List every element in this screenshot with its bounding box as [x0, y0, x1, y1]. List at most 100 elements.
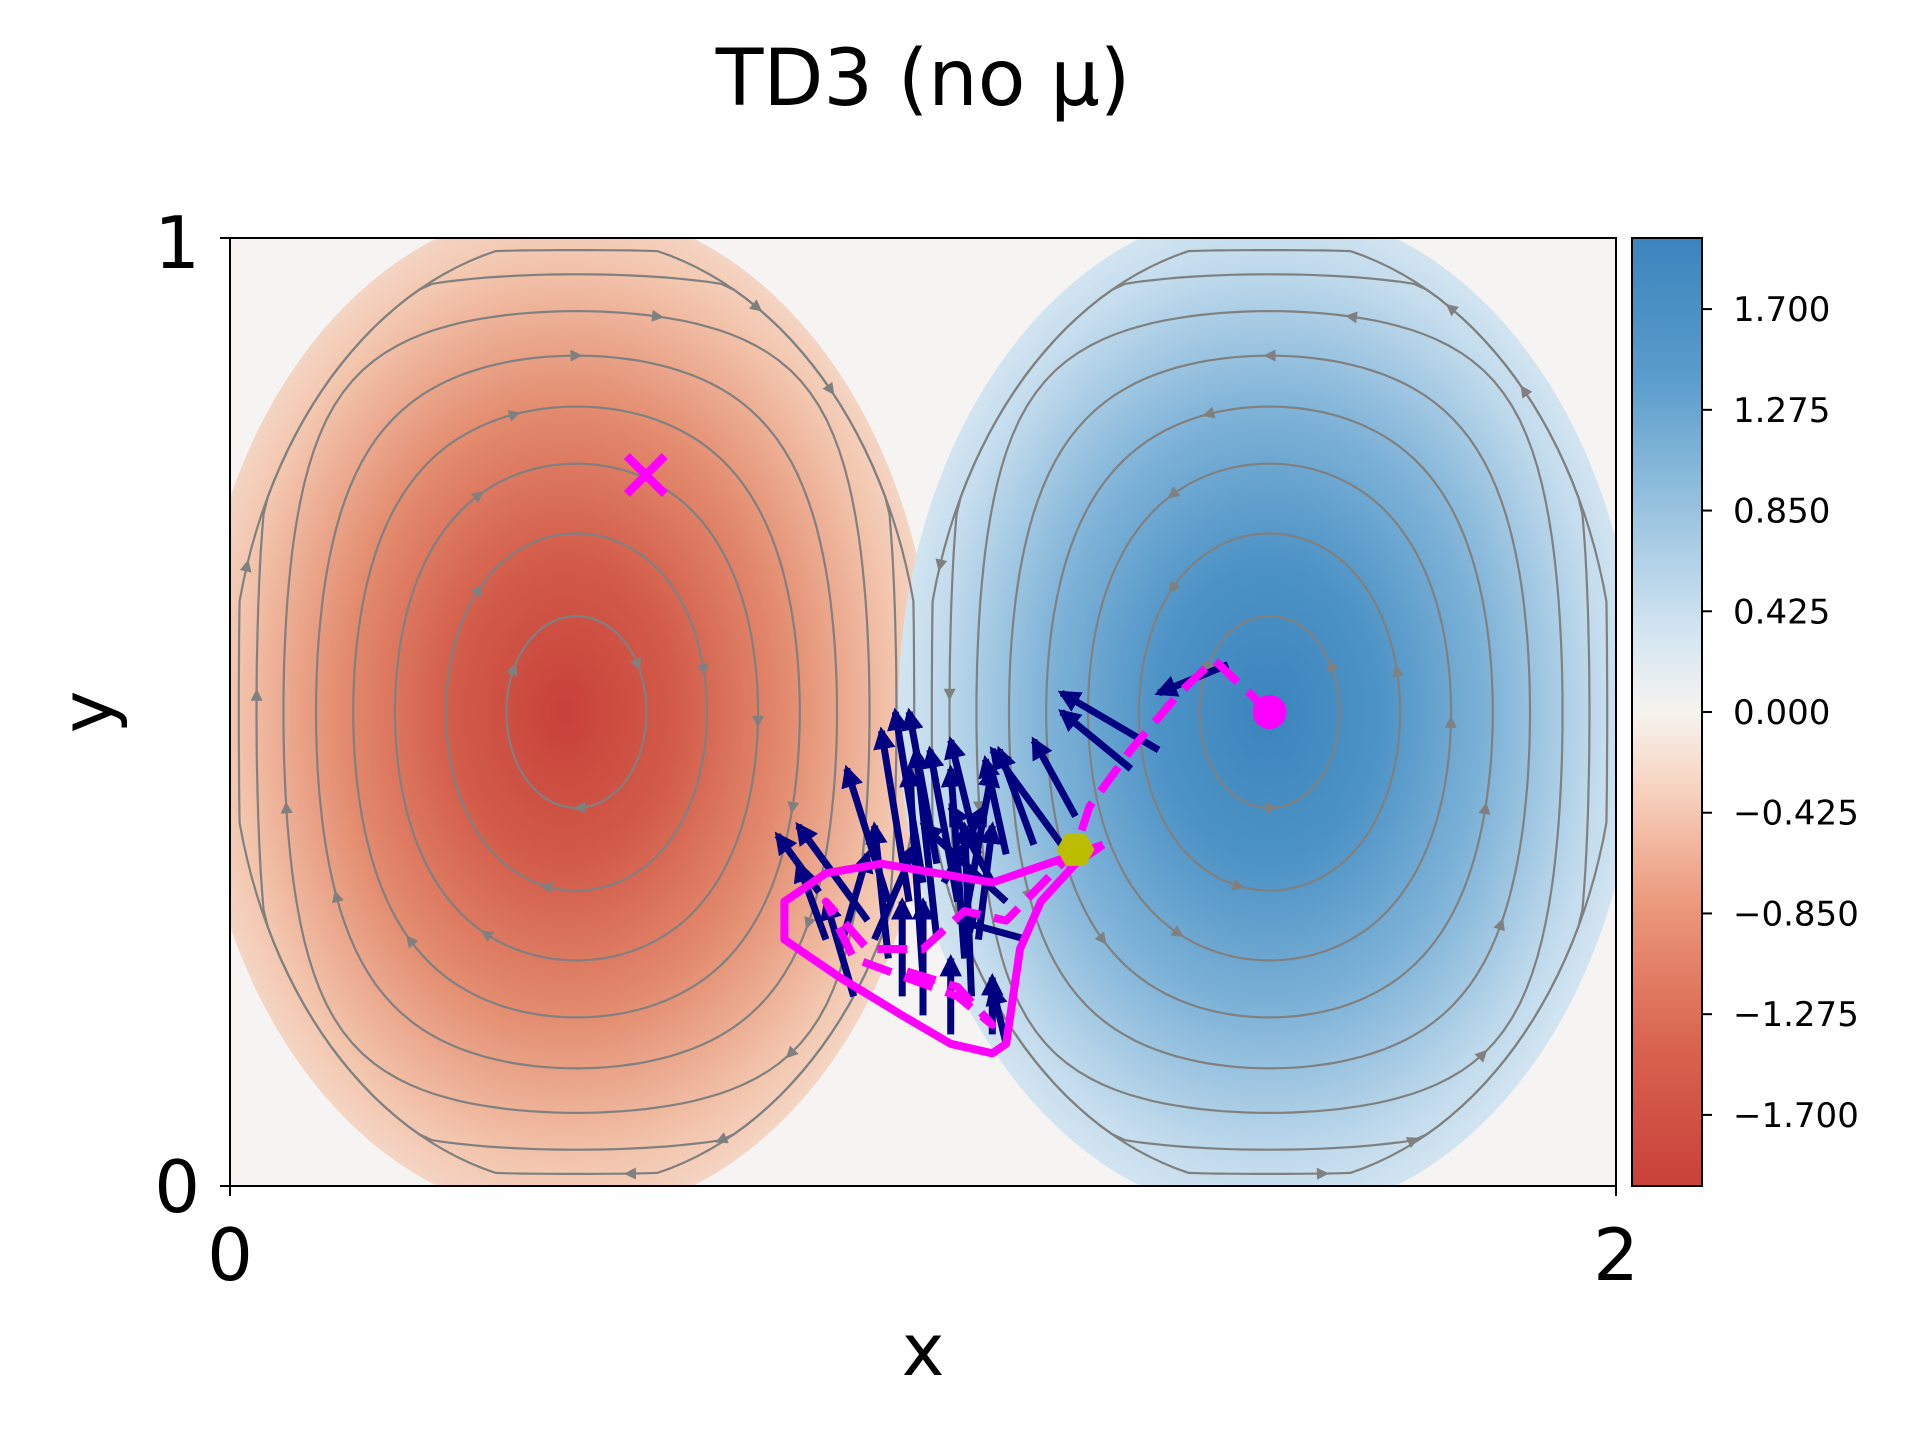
- streamline-arrow-g0-l2-1: [280, 801, 293, 814]
- streamline-arrow-g0-l1-2: [715, 1132, 729, 1144]
- streamline-arrow-g0-l7-2: [629, 657, 642, 671]
- streamline-gyre1-level3: [1007, 354, 1532, 1070]
- streamline-arrow-g0-l4-1: [406, 935, 419, 949]
- start-marker: [1252, 695, 1287, 729]
- streamline-arrow-g1-l5-2: [1444, 715, 1457, 728]
- streamline-arrow-g1-l2-0: [1345, 311, 1358, 324]
- streamline-arrow-g0-l4-2: [787, 801, 800, 814]
- streamline-arrow-g1-l7-2: [1327, 659, 1339, 673]
- streamline-arrow-g0-l7-1: [573, 801, 586, 814]
- checkpoint-marker: [1056, 833, 1095, 866]
- x-tick-label-0: 0: [207, 1213, 253, 1297]
- quiver-arrows: [774, 661, 1230, 1045]
- colorbar-tick-label-7: −1.275: [1733, 995, 1859, 1035]
- colorbar-tick-label-0: 1.700: [1733, 290, 1830, 330]
- streamline-arrow-g0-l6-0: [470, 583, 483, 598]
- streamline-arrow-g1-l3-0: [1263, 349, 1276, 362]
- streamline-arrow-g1-l7-1: [1265, 802, 1279, 815]
- streamline-arrow-g0-l3-0: [570, 349, 583, 362]
- axes-frame: [229, 237, 1617, 1187]
- streamline-gyre1-level4: [1045, 405, 1494, 1019]
- streamline-gyre1-level2: [975, 309, 1564, 1115]
- negative-vortex-field: [230, 238, 935, 1186]
- quiver-arrow-34: [961, 764, 1001, 922]
- colorbar-ticks: 1.700 1.275 0.850 0.425 0.000 −0.425 −0.850 −1.…: [1702, 290, 1859, 1136]
- x-tick-label-2: 2: [1593, 1213, 1639, 1297]
- streamline-arrow-g0-l6-2: [696, 663, 709, 677]
- envelope-line: [780, 840, 1106, 1058]
- plot-area: [230, 238, 1616, 1186]
- streamline-arrow-g0-l1-0: [749, 299, 763, 312]
- markers: [623, 453, 1287, 866]
- trajectory-line: [822, 655, 1273, 1029]
- colorbar-gradient: [1631, 237, 1703, 1187]
- streamline-gyre0-level2: [282, 309, 871, 1115]
- streamline-arrow-g0-l2-0: [651, 309, 664, 322]
- x-axis-label: x: [902, 1308, 945, 1392]
- quiver-arrow-2: [1058, 709, 1134, 772]
- streamline-arrow-g1-l1-1: [943, 688, 956, 701]
- colorbar-tick-label-8: −1.700: [1733, 1096, 1859, 1136]
- streamline-arrow-g1-l4-1: [1094, 931, 1107, 945]
- quiver-arrow-19: [865, 821, 892, 959]
- streamline-gyre0-level3: [314, 354, 839, 1070]
- trajectory: [780, 655, 1273, 1058]
- colorbar-tick-label-4: 0.000: [1733, 693, 1830, 733]
- streamline-arrow-g0-l3-2: [804, 916, 816, 930]
- streamline-arrow-g0-l5-2: [751, 715, 764, 728]
- streamline-arrow-g0-l7-0: [506, 662, 518, 677]
- streamline-arrow-g0-l0-1: [239, 559, 252, 573]
- streamline-arrow-g0-l5-0: [470, 491, 484, 504]
- chart-title: TD3 (no μ): [715, 34, 1131, 124]
- streamline-arrow-g1-l5-1: [1170, 925, 1184, 937]
- streamline-gyre1-level7: [1198, 615, 1341, 809]
- streamline-arrow-g1-l5-0: [1167, 486, 1181, 499]
- target-marker: [623, 453, 668, 497]
- colorbar: 1.700 1.275 0.850 0.425 0.000 −0.425 −0.850 −1.…: [1631, 237, 1859, 1187]
- streamline-arrow-g0-l6-1: [540, 881, 554, 894]
- streamline-arrow-g1-l4-2: [1478, 802, 1491, 815]
- streamline-arrow-g1-l1-2: [1405, 1137, 1420, 1149]
- quiver-arrow-18: [793, 859, 830, 941]
- quiver-arrow-3: [1030, 736, 1079, 818]
- colorbar-tick-label-5: −0.425: [1733, 794, 1859, 834]
- streamlines: [237, 249, 1609, 1175]
- streamline-arrow-g1-l6-1: [1231, 878, 1245, 891]
- streamline-arrow-g1-l3-2: [1493, 918, 1505, 932]
- streamline-arrow-g0-l3-1: [332, 890, 344, 904]
- streamline-arrow-g1-l2-2: [1474, 1049, 1488, 1063]
- x-axis: 0 2 x: [207, 1186, 1639, 1392]
- streamline-arrow-g1-l0-1: [935, 558, 948, 572]
- y-tick-label-1: 1: [154, 201, 200, 285]
- streamline-arrow-g1-l6-2: [1391, 664, 1404, 678]
- y-axis-label: y: [45, 691, 129, 734]
- streamline-arrow-g1-l4-0: [1202, 406, 1216, 419]
- streamline-arrow-g1-l6-0: [1168, 580, 1181, 594]
- streamline-arrow-g0-l5-1: [480, 930, 494, 942]
- streamline-arrow-g1-l0-0: [1520, 385, 1533, 399]
- streamline-gyre1-level1: [948, 273, 1591, 1151]
- streamline-gyre0-level4: [352, 405, 801, 1019]
- quiver-arrow-32: [871, 840, 920, 941]
- colorbar-tick-label-6: −0.850: [1733, 894, 1859, 934]
- streamline-arrow-g0-l0-2: [623, 1167, 636, 1180]
- streamline-arrows: [239, 299, 1533, 1180]
- colorbar-tick-label-2: 0.850: [1733, 492, 1830, 532]
- streamline-gyre0-level1: [255, 273, 898, 1151]
- streamline-gyre0-level6: [444, 532, 709, 892]
- streamline-arrow-g0-l2-2: [785, 1045, 799, 1059]
- colorbar-tick-label-3: 0.425: [1733, 592, 1830, 632]
- streamline-arrow-g0-l1-1: [250, 688, 263, 701]
- y-tick-label-0: 0: [154, 1145, 200, 1229]
- y-axis: 0 1 y: [45, 201, 230, 1229]
- colorbar-tick-label-1: 1.275: [1733, 391, 1830, 431]
- quiver-arrow-5: [994, 745, 1038, 846]
- streamline-gyre0-level5: [393, 462, 760, 962]
- streamline-arrow-g0-l0-0: [822, 381, 835, 396]
- quiver-arrow-33: [940, 802, 989, 885]
- streamline-gyre0-level7: [505, 615, 648, 809]
- streamline-gyre1-level6: [1137, 532, 1402, 892]
- streamline-arrow-g1-l1-0: [1445, 304, 1459, 317]
- streamline-arrow-g0-l4-0: [507, 410, 521, 422]
